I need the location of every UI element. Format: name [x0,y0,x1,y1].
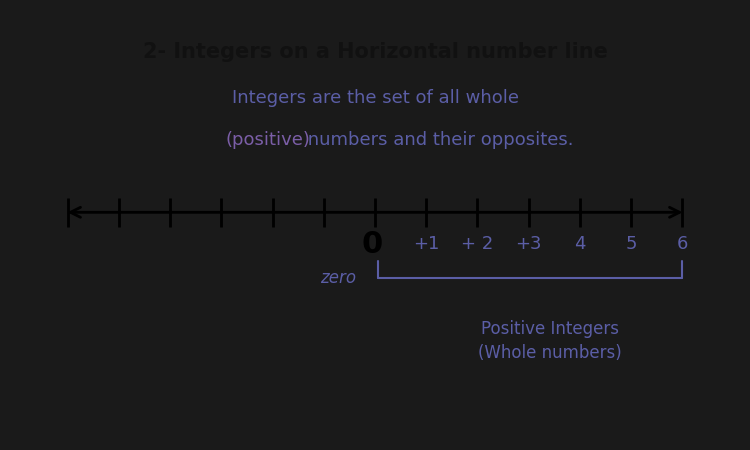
Text: 0: 0 [361,230,382,259]
Text: (positive): (positive) [225,131,310,149]
Text: Integers are the set of all whole: Integers are the set of all whole [232,89,518,107]
Text: + 2: + 2 [461,235,494,253]
Text: zero: zero [320,269,356,287]
Text: 5: 5 [626,235,637,253]
Text: 2- Integers on a Horizontal number line: 2- Integers on a Horizontal number line [142,41,608,62]
Text: +1: +1 [413,235,440,253]
Text: +3: +3 [515,235,541,253]
Text: Positive Integers
(Whole numbers): Positive Integers (Whole numbers) [478,320,622,362]
Text: (positive) numbers and their opposites.: (positive) numbers and their opposites. [196,131,554,149]
Text: 4: 4 [574,235,586,253]
Text: numbers and their opposites.: numbers and their opposites. [302,131,574,149]
Text: 6: 6 [676,235,688,253]
